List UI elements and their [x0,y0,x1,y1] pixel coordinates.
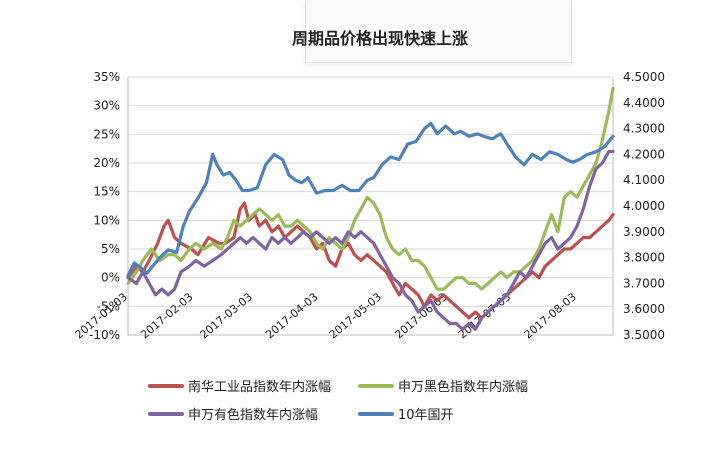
legend-item: 申万黑色指数年内涨幅 [358,379,528,395]
series-line-2 [126,86,615,291]
y-right-tick-label: 3.6000 [623,302,665,316]
x-tick-label: 2017-04-03 [263,290,320,341]
x-tick-label: 2017-08-03 [522,290,579,341]
chart-title: 周期品价格出现快速上涨 [292,29,468,48]
y-right-tick-label: 4.5000 [623,70,665,84]
series-lines [126,86,615,331]
x-tick-label: 2017-03-03 [198,290,255,341]
legend-label: 10年国开 [398,408,454,423]
series-line-4 [126,121,615,278]
legend-item: 申万有色指数年内涨幅 [148,407,318,423]
y-left-tick-label: 35% [93,70,120,84]
y-left-tick-label: 30% [93,99,120,113]
y-right-tick-label: 4.3000 [623,122,665,136]
y-left-tick-label: 15% [93,185,120,199]
y-left-tick-label: 10% [93,213,120,227]
x-tick-label: 2017-02-03 [138,290,195,341]
y-left-tick-label: 5% [101,242,120,256]
legend-item: 南华工业品指数年内涨幅 [148,379,331,395]
y-right-tick-label: 3.9000 [623,225,665,239]
y-left-tick-label: -10% [89,328,120,342]
legend-label: 申万黑色指数年内涨幅 [398,379,528,395]
y-left-tick-label: 0% [101,271,120,285]
background-card [305,0,572,63]
y-right-tick-label: 3.7000 [623,276,665,290]
y-left-tick-label: 25% [93,127,120,141]
legend-label: 南华工业品指数年内涨幅 [188,379,331,395]
x-tick-label: 2017-05-03 [327,290,384,341]
y-right-tick-label: 4.0000 [623,199,665,213]
legend-item: 10年国开 [358,408,454,423]
y-right-tick-label: 4.1000 [623,173,665,187]
legend-label: 申万有色指数年内涨幅 [188,407,318,423]
y-right-tick-label: 3.8000 [623,251,665,265]
y-left-tick-label: -5% [97,299,120,313]
series-line-3 [126,149,615,331]
y-right-tick-label: 4.4000 [623,96,665,110]
series-line-1 [126,201,615,320]
axes: -10% -5% 0% 5% 10% 15% 20% 25% 30% 35% 3.5000 3.600… [73,70,665,342]
y-left-tick-label: 20% [93,156,120,170]
y-right-tick-label: 3.5000 [623,328,665,342]
y-right-tick-label: 4.2000 [623,147,665,161]
